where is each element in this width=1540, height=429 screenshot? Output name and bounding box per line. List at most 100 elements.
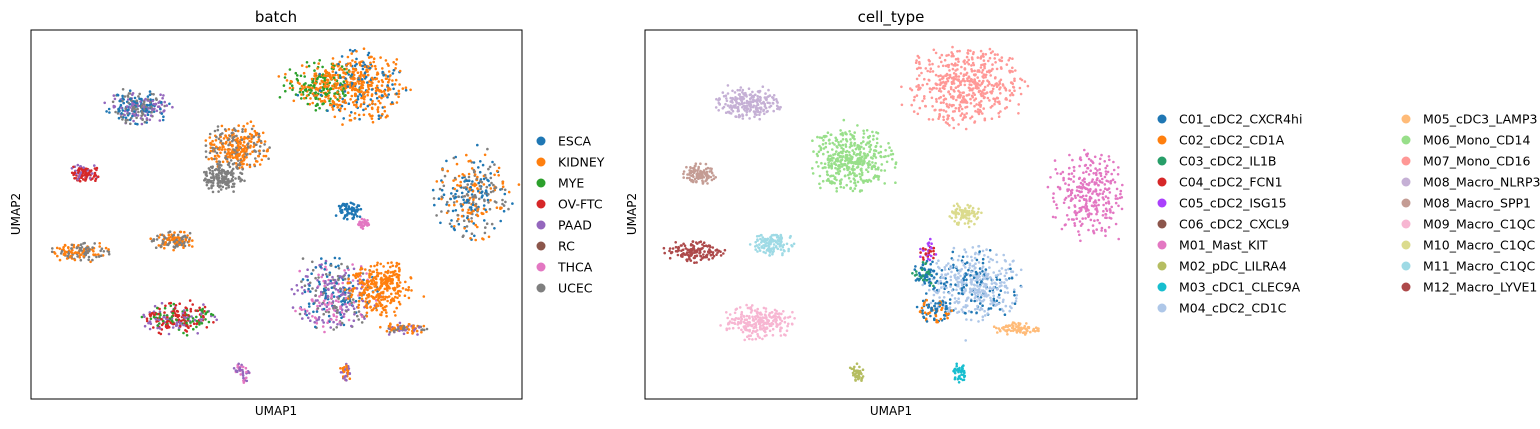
- data-point: [175, 323, 178, 327]
- data-point: [348, 281, 351, 285]
- data-point: [63, 243, 67, 247]
- data-point: [472, 161, 476, 164]
- data-point: [361, 74, 365, 77]
- data-point: [447, 209, 450, 213]
- data-point: [200, 322, 204, 325]
- data-point: [819, 148, 823, 152]
- data-point: [257, 135, 261, 139]
- data-point: [385, 114, 389, 117]
- data-point: [241, 149, 244, 152]
- data-point: [979, 66, 983, 69]
- data-point: [363, 95, 367, 98]
- data-point: [385, 77, 389, 80]
- data-point: [493, 200, 497, 203]
- data-point: [165, 321, 169, 324]
- data-point: [375, 263, 379, 267]
- data-point: [398, 69, 402, 73]
- data-point: [1092, 231, 1096, 235]
- data-point: [481, 163, 485, 167]
- data-point: [158, 119, 162, 122]
- data-point: [445, 159, 448, 163]
- data-point: [191, 303, 194, 306]
- data-point: [376, 261, 379, 265]
- data-point: [1090, 204, 1094, 207]
- data-point: [474, 223, 478, 227]
- data-point: [248, 163, 252, 167]
- data-point: [310, 272, 313, 276]
- data-point: [387, 87, 391, 90]
- data-point: [380, 291, 383, 294]
- data-point: [983, 96, 986, 99]
- data-point: [931, 70, 935, 73]
- data-point: [453, 176, 457, 180]
- data-point: [1076, 185, 1079, 189]
- data-point: [950, 62, 954, 66]
- data-point: [341, 303, 344, 306]
- data-point: [215, 145, 218, 149]
- data-point: [394, 78, 398, 82]
- data-point: [1104, 229, 1107, 233]
- data-point: [944, 110, 948, 113]
- data-point: [852, 152, 856, 156]
- data-point: [355, 206, 359, 209]
- data-point: [879, 150, 883, 154]
- data-point: [853, 144, 856, 147]
- data-point: [365, 297, 368, 300]
- data-point: [377, 117, 381, 120]
- data-point: [919, 86, 922, 90]
- data-point: [375, 96, 379, 100]
- data-point: [404, 280, 407, 284]
- data-point: [487, 167, 490, 171]
- data-point: [313, 94, 316, 97]
- data-point: [78, 256, 81, 259]
- data-point: [185, 321, 188, 325]
- data-point: [338, 83, 342, 87]
- data-point: [347, 206, 351, 210]
- data-point: [124, 116, 128, 120]
- data-point: [359, 293, 363, 297]
- data-point: [955, 207, 959, 211]
- data-point: [843, 163, 846, 167]
- data-point: [456, 213, 460, 217]
- data-point: [954, 216, 958, 219]
- data-point: [484, 208, 487, 212]
- data-point: [947, 53, 950, 57]
- data-point: [1071, 158, 1074, 162]
- data-point: [333, 284, 337, 288]
- data-point: [1100, 153, 1103, 157]
- data-point: [84, 179, 87, 182]
- data-point: [209, 141, 212, 145]
- data-point: [490, 181, 493, 185]
- data-point: [994, 76, 997, 79]
- data-point: [1059, 172, 1063, 176]
- data-point: [961, 118, 964, 121]
- data-point: [368, 273, 371, 276]
- data-point: [320, 302, 324, 306]
- data-point: [1095, 178, 1099, 182]
- data-point: [376, 108, 380, 111]
- data-point: [288, 86, 292, 90]
- data-point: [340, 300, 343, 303]
- data-point: [948, 75, 952, 79]
- data-point: [186, 317, 190, 321]
- data-point: [179, 230, 183, 234]
- data-point: [734, 115, 737, 118]
- data-point: [441, 181, 444, 184]
- data-point: [299, 74, 303, 78]
- data-point: [431, 188, 435, 192]
- data-point: [982, 59, 986, 62]
- data-point: [240, 166, 244, 169]
- data-point: [887, 154, 890, 158]
- data-point: [856, 180, 860, 184]
- data-point: [87, 172, 91, 176]
- data-point: [244, 136, 248, 140]
- data-point: [352, 307, 356, 311]
- data-point: [236, 365, 239, 369]
- data-point: [178, 322, 182, 325]
- data-point: [884, 148, 887, 152]
- data-point: [986, 96, 990, 100]
- data-point: [465, 225, 469, 228]
- data-point: [1010, 81, 1013, 84]
- data-point: [198, 306, 201, 310]
- data-point: [87, 258, 90, 262]
